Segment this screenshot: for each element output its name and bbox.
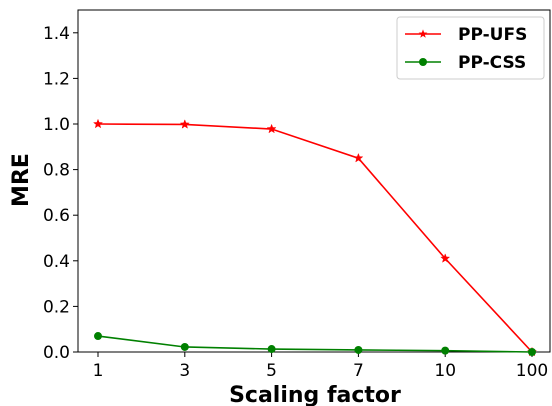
y-tick-label: 0.8 xyxy=(43,161,70,181)
legend-box xyxy=(396,16,545,80)
y-tick-label: 1.4 xyxy=(43,24,70,44)
series-line xyxy=(97,123,533,353)
series-pp-css xyxy=(94,332,536,356)
data-point xyxy=(179,119,190,129)
legend-marker xyxy=(418,29,428,38)
data-point xyxy=(267,345,276,354)
data-point xyxy=(94,332,102,341)
plot-area xyxy=(77,9,551,353)
legend: PP-UFS PP-CSS xyxy=(396,16,545,80)
legend-label: PP-UFS xyxy=(458,25,527,45)
y-axis-label: MRE xyxy=(9,153,34,207)
y-tick-label: 1.0 xyxy=(43,115,70,135)
x-tick-label: 10 xyxy=(434,361,456,381)
x-tick-label: 5 xyxy=(266,361,277,381)
data-point xyxy=(528,348,536,356)
y-tick-label: 0.0 xyxy=(43,343,70,363)
legend-label: PP-CSS xyxy=(458,53,526,73)
y-tick-label: 0.2 xyxy=(43,297,70,317)
data-point xyxy=(180,342,189,351)
series-pp-ufs xyxy=(92,118,538,357)
series-line xyxy=(97,335,533,353)
x-tick-label: 3 xyxy=(179,361,190,381)
data-point xyxy=(266,123,277,134)
legend-marker xyxy=(419,58,427,66)
data-point xyxy=(441,346,450,355)
x-axis-label: Scaling factor xyxy=(229,383,401,406)
x-tick-label: 100 xyxy=(516,361,548,381)
y-tick-label: 0.6 xyxy=(43,206,70,226)
y-tick-label: 1.2 xyxy=(43,69,70,89)
y-tick-label: 0.4 xyxy=(43,252,70,272)
data-point xyxy=(92,118,104,129)
data-point xyxy=(354,345,363,354)
x-tick-label: 7 xyxy=(353,361,364,381)
data-point xyxy=(440,253,451,263)
data-point xyxy=(353,152,364,163)
x-tick-label: 1 xyxy=(93,361,104,381)
